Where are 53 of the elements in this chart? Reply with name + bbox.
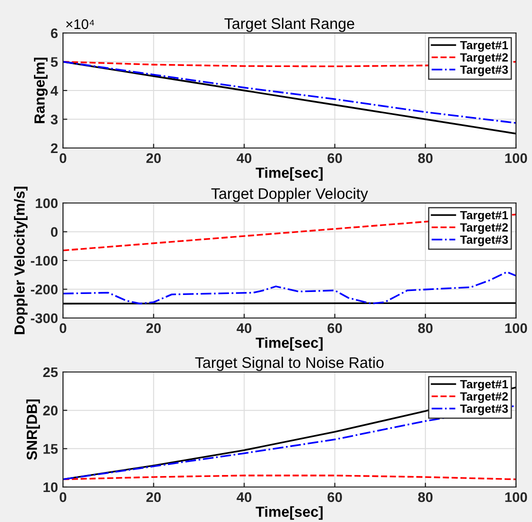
legend-label: Target#3 xyxy=(460,65,508,76)
y-tick-label: -200 xyxy=(30,284,58,294)
x-tick-label: 80 xyxy=(418,492,433,502)
x-tick-label: 40 xyxy=(236,323,252,334)
line-series xyxy=(63,404,516,480)
y-tick-label: 2 xyxy=(50,143,58,154)
chart-title: Target Doppler Velocity xyxy=(211,188,368,202)
x-tick-label: 80 xyxy=(418,323,433,334)
y-axis-title: SNR[DB] xyxy=(26,400,40,460)
x-tick-label: 60 xyxy=(328,153,342,164)
y-tick-label: 20 xyxy=(43,406,58,416)
x-axis-title: Time[sec] xyxy=(256,337,323,351)
x-tick-label: 60 xyxy=(328,323,342,334)
y-tick-label: 6 xyxy=(50,28,58,38)
x-axis-title: Time[sec] xyxy=(256,506,323,520)
chart-title: Target Slant Range xyxy=(224,18,354,32)
y-tick-label: -100 xyxy=(30,256,58,266)
y-tick-label: 3 xyxy=(50,114,58,124)
line-series xyxy=(63,271,516,304)
y-tick-label: 10 xyxy=(44,482,58,492)
y-tick-label: 0 xyxy=(50,227,58,237)
x-axis-title: Time[sec] xyxy=(256,167,323,181)
y-tick-label: 4 xyxy=(50,86,58,96)
x-tick-label: 100 xyxy=(505,492,528,502)
y-axis-title: Doppler Velocity[m/s] xyxy=(14,186,28,334)
x-tick-label: 20 xyxy=(146,492,161,502)
chart-title: Target Signal to Noise Ratio xyxy=(195,356,384,372)
x-tick-label: 60 xyxy=(328,492,342,502)
x-tick-label: 100 xyxy=(505,323,528,334)
y-tick-label: 5 xyxy=(50,57,58,67)
y-axis-title: Range[m] xyxy=(34,58,48,124)
x-tick-label: 20 xyxy=(146,153,161,164)
legend-label: Target#2 xyxy=(460,223,508,234)
y-tick-label: 25 xyxy=(43,367,58,378)
x-tick-label: 40 xyxy=(236,492,252,502)
y-tick-label: 100 xyxy=(36,198,58,208)
x-tick-label: 100 xyxy=(505,153,528,164)
x-tick-label: 0 xyxy=(60,323,66,334)
legend-label: Target#3 xyxy=(460,235,508,246)
x-tick-label: 0 xyxy=(60,492,66,502)
y-tick-label: -300 xyxy=(30,313,58,324)
x-tick-label: 0 xyxy=(60,153,66,164)
legend-label: Target#2 xyxy=(460,392,508,403)
x-tick-label: 40 xyxy=(236,153,252,164)
x-tick-label: 20 xyxy=(146,323,161,334)
legend-label: Target#1 xyxy=(460,380,508,391)
legend-label: Target#2 xyxy=(460,53,508,64)
x-tick-label: 80 xyxy=(418,153,433,164)
text: ×10⁴ xyxy=(66,19,94,30)
y-tick-label: 15 xyxy=(44,444,58,454)
legend-label: Target#1 xyxy=(460,41,508,52)
legend-label: Target#1 xyxy=(460,211,508,222)
legend-label: Target#3 xyxy=(460,404,508,416)
